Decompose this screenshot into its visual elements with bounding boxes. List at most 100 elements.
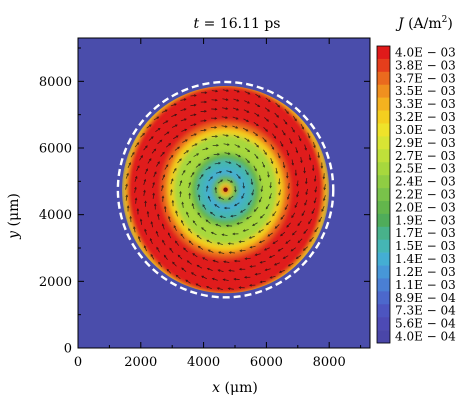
vector-arrow <box>314 227 319 232</box>
vector-arrow <box>274 224 280 229</box>
vector-arrow <box>146 124 152 129</box>
vector-arrowhead <box>301 213 305 217</box>
vector-arrow <box>314 197 317 203</box>
vector-arrow <box>225 161 231 164</box>
vector-arrowhead <box>198 163 201 166</box>
vector-arrow <box>210 211 216 216</box>
vector-arrowhead <box>283 132 286 136</box>
vector-arrow <box>272 240 279 244</box>
vector-arrowhead <box>318 219 321 223</box>
vector-arrowhead <box>179 158 182 162</box>
vector-arrowhead <box>228 251 232 254</box>
vector-arrow <box>147 158 152 164</box>
vector-arrowhead <box>294 118 297 122</box>
vector-arrowhead <box>194 133 197 136</box>
vector-arrowhead <box>246 216 249 220</box>
colorbar-tick-label: 3.5E − 03 <box>395 84 456 98</box>
vector-arrowhead <box>257 104 261 107</box>
vector-arrowhead <box>304 147 307 151</box>
vector-arrowhead <box>170 178 174 182</box>
vector-arrow <box>249 235 255 239</box>
vector-arrowhead <box>308 221 311 225</box>
vector-arrow <box>140 133 145 138</box>
vector-arrow <box>237 222 243 225</box>
y-axis-label: y (μm) <box>6 193 22 240</box>
vector-arrowhead <box>136 142 140 145</box>
vector-arrowhead <box>223 206 227 210</box>
vector-arrowhead <box>264 139 267 143</box>
vector-arrow <box>297 238 303 243</box>
x-tick-label: 6000 <box>250 355 283 370</box>
vector-arrowhead <box>305 192 308 196</box>
vector-arrowhead <box>314 229 317 233</box>
vector-arrow <box>174 146 180 151</box>
vector-arrowhead <box>126 205 130 208</box>
plot-frame <box>77 37 371 349</box>
vector-arrowhead <box>142 132 145 136</box>
vector-arrowhead <box>277 248 281 252</box>
vector-arrowhead <box>205 219 209 223</box>
y-tick-label: 2000 <box>39 275 72 290</box>
colorbar-swatch <box>377 213 390 228</box>
vector-arrow <box>279 269 285 273</box>
vector-arrow <box>211 99 218 101</box>
vector-arrowhead <box>206 157 210 160</box>
vector-arrow <box>202 204 207 210</box>
colorbar-tick-label: 1.7E − 03 <box>395 226 456 240</box>
vector-arrow <box>254 153 259 159</box>
vector-arrowhead <box>200 173 204 177</box>
vector-arrowhead <box>247 160 250 164</box>
vector-arrowhead <box>292 129 295 133</box>
vector-arrowhead <box>278 192 281 196</box>
colorbar-swatch <box>377 175 390 189</box>
vector-arrow <box>314 186 317 193</box>
vector-arrow <box>284 108 289 114</box>
vector-arrow <box>180 118 187 122</box>
vector-arrow <box>228 243 234 245</box>
vector-arrow <box>243 109 249 113</box>
vector-arrow <box>205 219 211 224</box>
vector-arrowhead <box>193 113 197 117</box>
vector-arrow <box>262 137 267 142</box>
vector-arrow <box>265 97 271 102</box>
vector-arrowhead <box>266 119 270 122</box>
y-tick-label: 4000 <box>39 208 72 223</box>
vector-arrow <box>300 123 304 130</box>
vector-arrow <box>205 166 211 171</box>
vector-arrowhead <box>157 127 161 131</box>
vector-arrowhead <box>173 225 177 228</box>
vector-arrowhead <box>156 246 159 250</box>
vector-arrowhead <box>225 107 229 110</box>
vector-arrowhead <box>149 238 153 241</box>
vector-arrowhead <box>202 257 205 260</box>
vector-arrowhead <box>280 233 283 237</box>
vector-arrow <box>258 229 264 233</box>
vector-arrowhead <box>169 247 172 251</box>
vector-arrowhead <box>268 99 271 103</box>
vector-arrow <box>300 156 303 163</box>
vector-arrowhead <box>143 178 147 182</box>
vector-arrow <box>250 245 256 248</box>
vector-arrowhead <box>137 165 140 168</box>
vector-arrow <box>273 122 278 128</box>
vector-arrowhead <box>185 139 188 142</box>
colorbar-tick-label: 3.7E − 03 <box>395 71 456 85</box>
vector-arrowhead <box>235 126 239 129</box>
vector-arrow <box>309 237 314 242</box>
vector-arrow <box>274 112 279 118</box>
vector-arrowhead <box>170 189 173 192</box>
vector-arrow <box>250 265 256 268</box>
vector-arrow <box>270 275 276 279</box>
vector-arrow <box>134 187 137 193</box>
vector-arrowhead <box>214 107 218 111</box>
vector-arrow <box>296 180 299 187</box>
vector-arrowhead <box>191 203 195 206</box>
vector-arrowhead <box>323 187 326 191</box>
vector-arrow <box>265 203 270 209</box>
vector-arrowhead <box>182 169 186 173</box>
colorbar-swatch <box>377 46 390 60</box>
vector-arrowhead <box>303 231 307 235</box>
vector-arrowhead <box>152 181 155 185</box>
vector-arrow <box>190 133 197 137</box>
vector-arrowhead <box>286 153 290 156</box>
